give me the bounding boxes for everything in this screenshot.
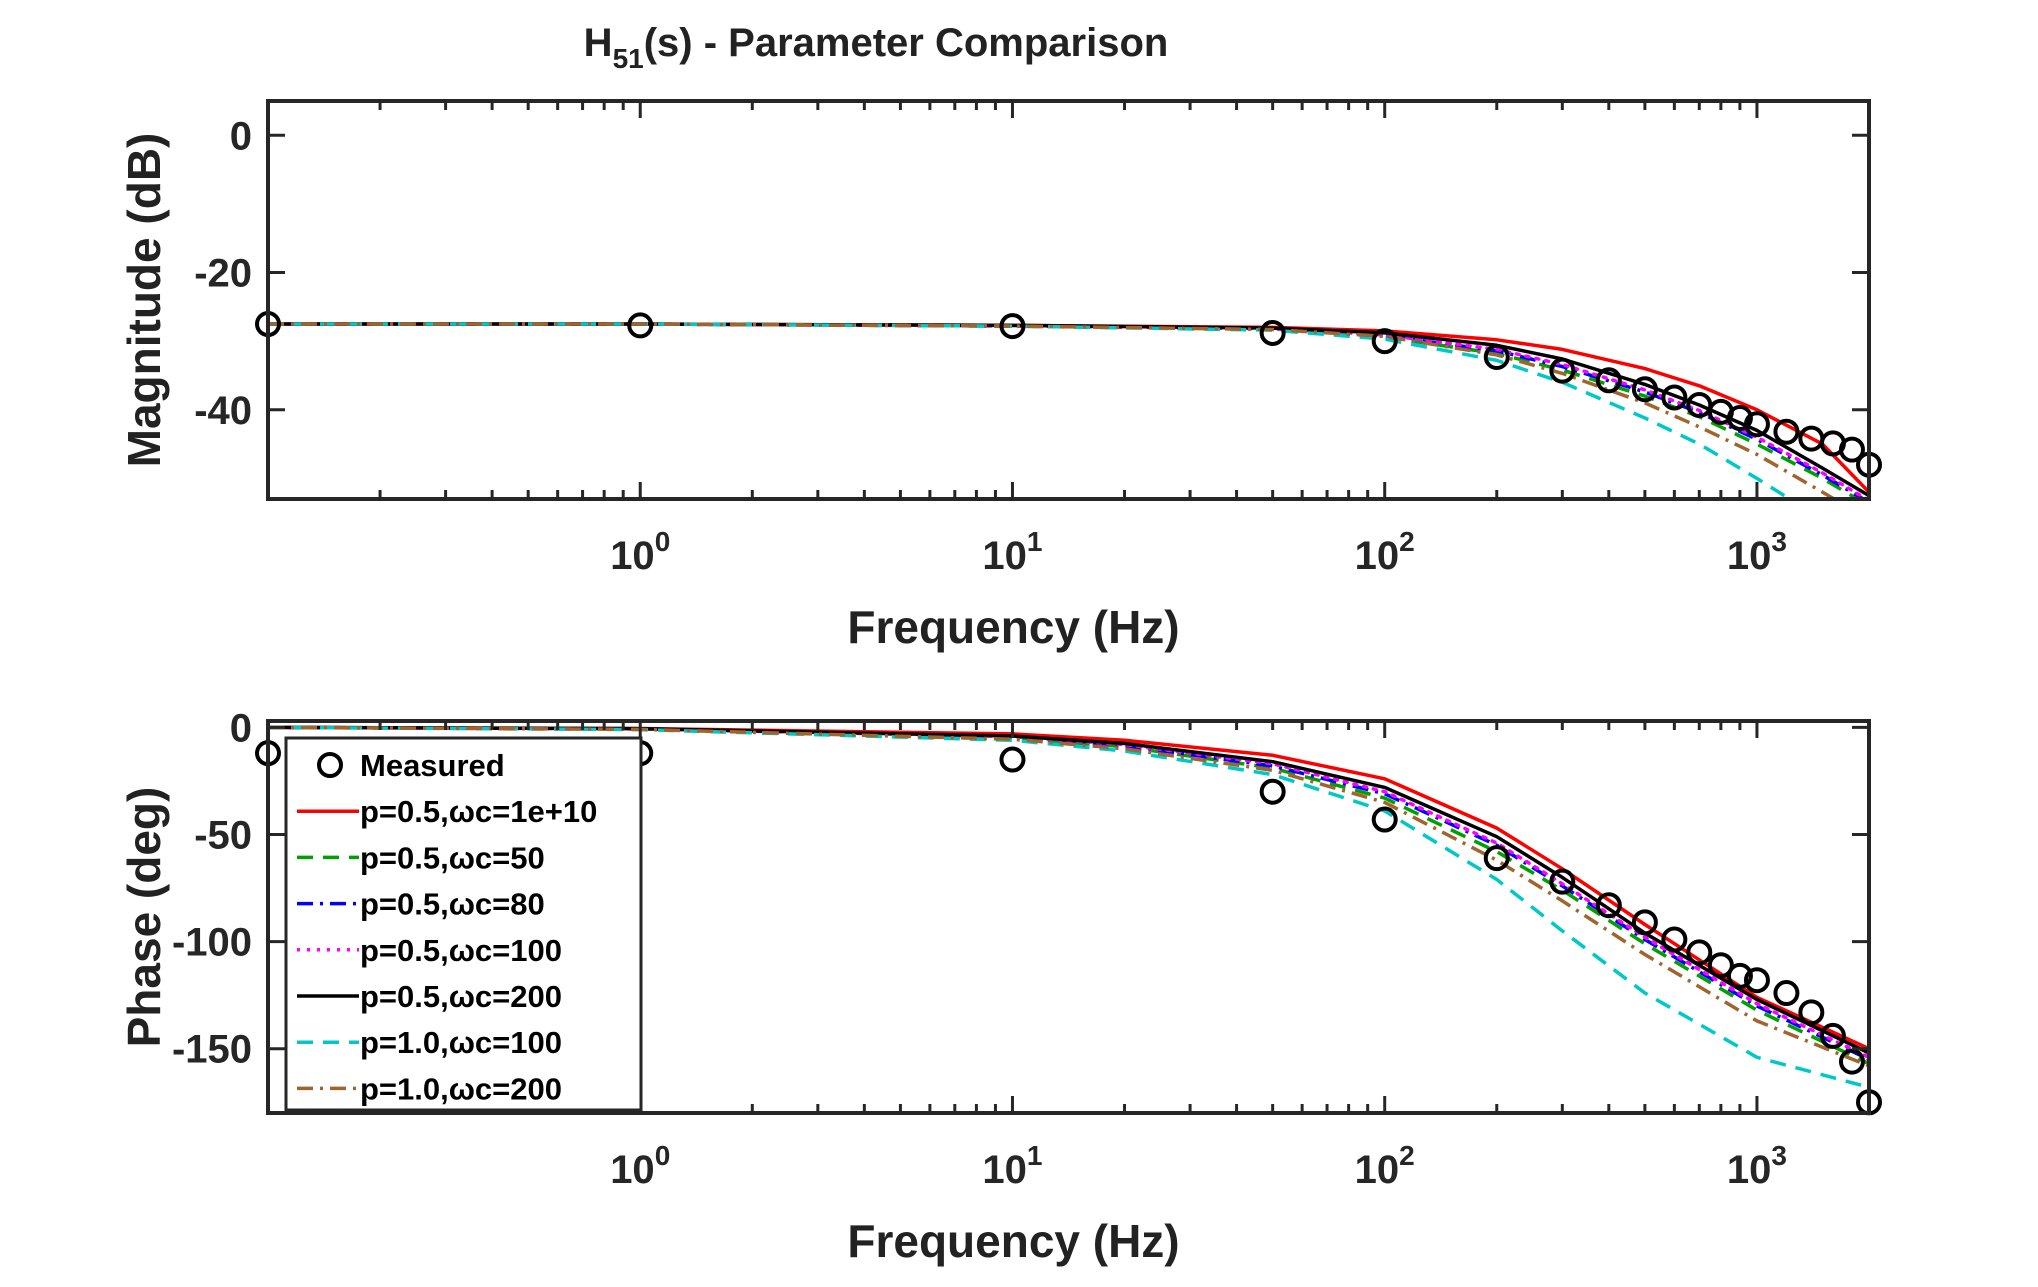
phase-deg-x-tick-label: 100: [610, 1140, 670, 1192]
magnitude-db-series-line-3: [268, 322, 1867, 499]
phase-deg-measured-point: [1661, 926, 1688, 953]
phase-deg-y-tick-label: -50: [194, 814, 252, 858]
magnitude-db-y-tick-label: -40: [194, 389, 252, 433]
legend: Measured p=0.5,ωc=1e+10 p=0.5,ωc=50 p=0.5,ω…: [284, 736, 643, 1112]
magnitude-db-axes-frame: [266, 99, 1871, 501]
magnitude-db-y-axis-label: Magnitude (dB): [118, 133, 170, 468]
phase-deg-y-tick-label: -150: [172, 1028, 252, 1072]
magnitude-db-measured-point: [1726, 405, 1753, 432]
magnitude-db-measured-point: [1773, 418, 1800, 445]
phase-deg-measured-point: [1686, 939, 1713, 966]
magnitude-db-x-axis-label: Frequency (Hz): [847, 601, 1179, 653]
phase-deg-measured-point: [1773, 980, 1800, 1007]
magnitude-db-measured-point: [1838, 436, 1865, 463]
magnitude-db-measured-point: [1661, 384, 1688, 411]
title-main: H: [584, 21, 613, 65]
phase-deg-x-axis-label: Frequency (Hz): [847, 1215, 1179, 1267]
legend-entry-label: p=0.5,ωc=100: [360, 933, 562, 968]
magnitude-db-x-tick-label: 101: [982, 526, 1042, 578]
phase-deg-axes-frame: [266, 719, 1871, 1115]
magnitude-db-series-line-7: [268, 322, 1838, 499]
phase-deg-measured-point: [999, 746, 1026, 773]
magnitude-plot: 100 101 102 103 0 -20 -40 Frequency (Hz) Magnitu…: [118, 99, 1882, 653]
legend-entry-label: p=0.5,ωc=80: [360, 887, 545, 922]
magnitude-db-x-tick-label: 100: [610, 526, 670, 578]
magnitude-db-series-line-6: [268, 322, 1793, 499]
phase-deg-y-tick-label: 0: [230, 706, 252, 750]
magnitude-db-measured-point: [1259, 319, 1286, 346]
phase-deg-series-line-3: [268, 725, 1869, 1061]
magnitude-db-y-tick-label: -20: [194, 252, 252, 296]
magnitude-db-measured-point: [1743, 411, 1770, 438]
phase-deg-measured-point: [1726, 962, 1753, 989]
phase-deg-measured-point: [1819, 1022, 1846, 1049]
title-subscript: 51: [613, 43, 644, 74]
phase-deg-series-line-2: [268, 725, 1869, 1066]
legend-entry-label: p=1.0,ωc=200: [360, 1071, 562, 1106]
magnitude-db-measured-point: [1631, 376, 1658, 403]
magnitude-db-x-tick-label: 103: [1727, 526, 1787, 578]
magnitude-db-measured-point: [1549, 357, 1576, 384]
title-rest: (s) - Parameter Comparison: [644, 21, 1169, 65]
phase-deg-measured-point: [1483, 845, 1510, 872]
phase-deg-y-axis-label: Phase (deg): [118, 787, 170, 1048]
phase-deg-x-tick-label: 101: [982, 1140, 1042, 1192]
phase-deg-measured-point: [1631, 909, 1658, 936]
phase-deg-y-tick-label: -100: [172, 921, 252, 965]
legend-entry-label: p=0.5,ωc=1e+10: [360, 794, 597, 829]
phase-deg-measured-point: [1707, 952, 1734, 979]
legend-marker: [317, 752, 343, 778]
magnitude-db-measured-point: [627, 312, 654, 339]
legend-entry-label: p=0.5,ωc=200: [360, 979, 562, 1014]
phase-deg-measured-point: [1743, 967, 1770, 994]
phase-deg-series-line-7: [268, 725, 1869, 1068]
magnitude-db-x-tick-label: 102: [1355, 526, 1415, 578]
magnitude-db-measured-point: [999, 313, 1026, 340]
phase-deg-x-tick-label: 103: [1727, 1140, 1787, 1192]
legend-box: [284, 736, 643, 1112]
phase-deg-series-line-5: [268, 725, 1869, 1055]
phase-deg-measured-point: [1549, 868, 1576, 895]
phase-deg-x-tick-label: 102: [1355, 1140, 1415, 1192]
phase-deg-measured-point: [1371, 806, 1398, 833]
legend-entry-label: Measured: [360, 748, 505, 783]
magnitude-db-y-tick-label: 0: [230, 114, 252, 158]
phase-deg-measured-point: [1259, 778, 1286, 805]
legend-entry-label: p=0.5,ωc=50: [360, 840, 545, 875]
phase-deg-series-line-6: [268, 725, 1869, 1089]
phase-deg-measured-point: [1798, 999, 1825, 1026]
magnitude-db-measured-point: [1595, 367, 1622, 394]
phase-plot: 100 101 102 103 0 -50 -100 -150 Frequency (Hz) Ph…: [118, 706, 1882, 1267]
magnitude-db-measured-point: [1371, 328, 1398, 355]
phase-deg-measured-point: [1838, 1048, 1865, 1075]
phase-deg-measured-point: [1595, 892, 1622, 919]
legend-entry-label: p=1.0,ωc=100: [360, 1025, 562, 1060]
figure-title: H51(s) - Parameter Comparison: [584, 21, 1169, 74]
magnitude-db-measured-point: [1483, 343, 1510, 370]
